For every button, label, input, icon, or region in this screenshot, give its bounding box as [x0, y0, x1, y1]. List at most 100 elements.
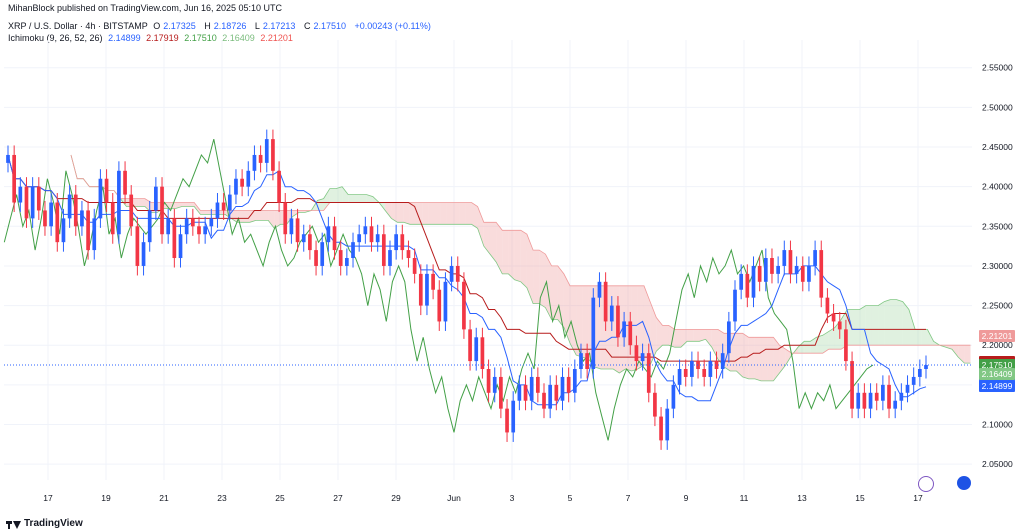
candle-body — [899, 392, 904, 401]
candle-body — [720, 353, 725, 370]
cloud-segment — [514, 230, 521, 282]
cloud-segment — [354, 194, 361, 203]
candle-body — [714, 361, 719, 370]
candle-body — [893, 400, 898, 409]
cloud-segment — [175, 202, 182, 209]
cloud-segment — [668, 325, 675, 348]
cloud-segment — [773, 337, 780, 381]
cloud-segment — [477, 206, 484, 247]
candle-body — [868, 392, 873, 409]
ichimoku-base-value: 2.17919 — [146, 33, 179, 43]
close-value: C 2.17510 — [303, 21, 346, 31]
cloud-segment — [385, 202, 392, 219]
candle-body — [49, 202, 53, 227]
x-tick-label: 27 — [333, 493, 343, 503]
cloud-segment — [570, 285, 577, 356]
candle-body — [240, 178, 244, 187]
candle-body — [24, 186, 29, 219]
candle-body — [345, 258, 349, 266]
candle-body — [917, 369, 922, 377]
cloud-segment — [323, 188, 330, 211]
cloud-segment — [496, 222, 503, 274]
cloud-segment — [859, 305, 866, 346]
x-tick-label: 17 — [43, 493, 53, 503]
candle-body — [616, 305, 620, 338]
high-value: H 2.18726 — [204, 21, 247, 31]
cloud-segment — [816, 335, 823, 354]
replay-icon[interactable] — [918, 476, 934, 492]
candle-body — [418, 273, 423, 306]
candle-body — [733, 289, 737, 322]
x-tick-label: 13 — [797, 493, 807, 503]
candle-body — [603, 281, 608, 322]
candle-body — [332, 226, 337, 251]
cloud-segment — [391, 202, 398, 223]
cloud-segment — [329, 188, 336, 203]
y-tick-label: 2.35000 — [982, 221, 1013, 231]
cloud-segment — [539, 250, 546, 308]
cloud-segment — [563, 273, 571, 344]
candle-body — [394, 234, 398, 251]
candle-body — [234, 178, 238, 195]
candle-body — [283, 202, 288, 235]
candle-body — [609, 305, 614, 322]
candle-body — [73, 194, 78, 227]
symbol-label[interactable]: XRP / U.S. Dollar · 4h · BITSTAMP — [8, 21, 148, 31]
candle-body — [794, 265, 799, 274]
candle-body — [264, 139, 269, 163]
y-tick-label: 2.05000 — [982, 459, 1013, 469]
candle-body — [400, 234, 405, 251]
candle-body — [369, 226, 374, 243]
cloud-segment — [508, 230, 515, 280]
candle-body — [659, 416, 663, 441]
cloud-segment — [489, 222, 497, 262]
cloud-segment — [871, 305, 879, 346]
candle-body — [147, 210, 152, 243]
candle-body — [135, 226, 140, 266]
x-tick-label: 29 — [391, 493, 401, 503]
cloud-segment — [896, 299, 903, 346]
candle-body — [12, 154, 17, 203]
x-tick-label: 9 — [684, 493, 689, 503]
candle-body — [566, 376, 571, 393]
candle-body — [653, 392, 657, 417]
tradingview-brand[interactable]: TradingView — [6, 518, 83, 529]
candle-body — [646, 353, 651, 393]
brand-label: TradingView — [24, 518, 83, 529]
flag-icon[interactable] — [957, 476, 971, 490]
ohlc-row: XRP / U.S. Dollar · 4h · BITSTAMP O 2.173… — [8, 20, 434, 32]
cloud-segment — [416, 202, 423, 225]
y-tick-label: 2.40000 — [982, 182, 1013, 192]
open-value: O 2.17325 — [153, 21, 196, 31]
candle-body — [129, 194, 134, 227]
x-tick-label: 17 — [913, 493, 923, 503]
cloud-segment — [249, 210, 256, 223]
candle-body — [800, 265, 805, 282]
candle-body — [807, 265, 811, 282]
candle-body — [591, 297, 596, 370]
ichimoku-label[interactable]: Ichimoku (9, 26, 52, 26) — [8, 33, 103, 43]
y-tick-label: 2.55000 — [982, 63, 1013, 73]
candle-body — [86, 210, 90, 251]
kijun-sen-line — [7, 154, 926, 362]
candle-body — [770, 258, 774, 274]
cloud-segment — [317, 198, 324, 211]
candle-body — [844, 329, 848, 362]
candle-body — [197, 226, 201, 235]
cloud-segment — [952, 345, 959, 358]
candle-body — [203, 226, 208, 235]
cloud-segment — [397, 202, 404, 223]
candle-body — [831, 313, 836, 322]
cloud-segment — [921, 329, 928, 346]
cloud-segment — [779, 345, 786, 373]
cloud-segment — [687, 329, 694, 342]
x-tick-label: 11 — [740, 493, 749, 503]
cloud-segment — [865, 305, 872, 346]
candle-body — [511, 400, 516, 433]
cloud-segment — [533, 250, 540, 304]
cloud-segment — [440, 202, 447, 225]
cloud-segment — [964, 345, 971, 364]
candle-body — [190, 218, 195, 227]
cloud-segment — [188, 202, 195, 207]
